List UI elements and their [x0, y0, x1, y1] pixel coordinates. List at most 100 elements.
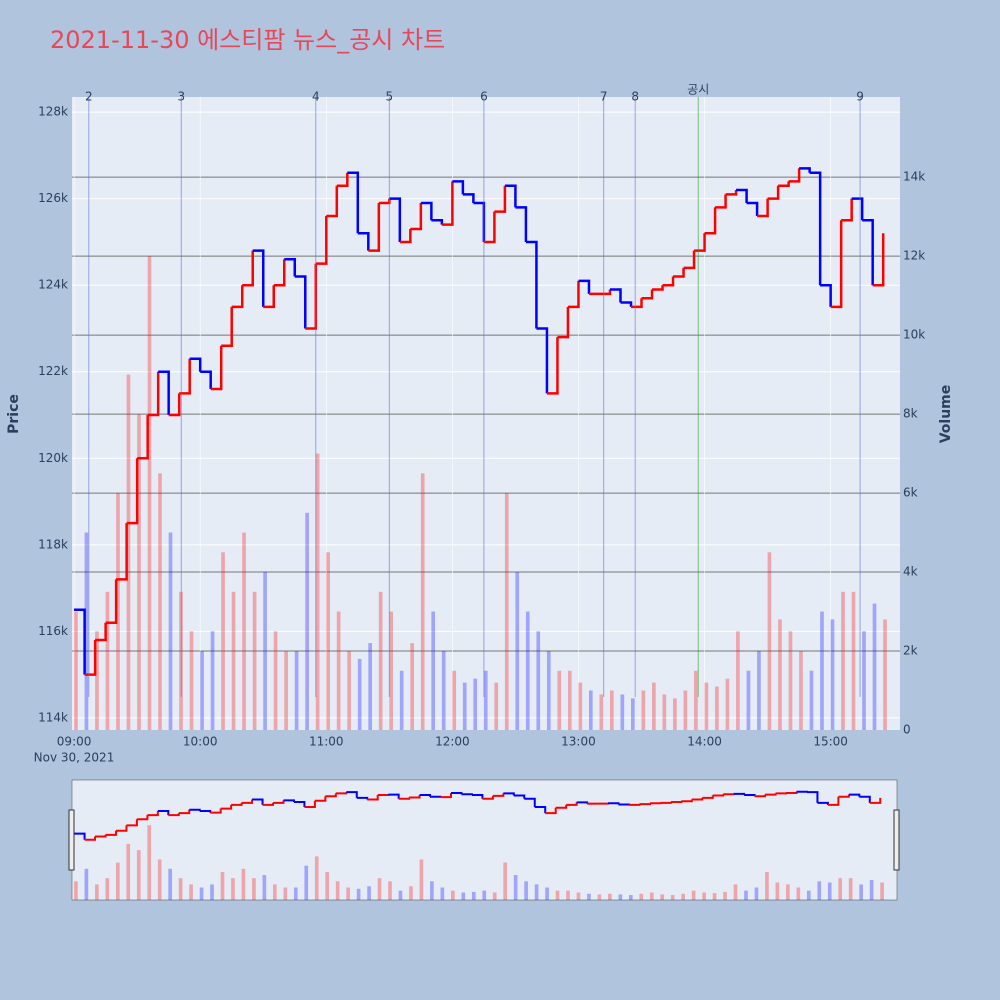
volume-bar	[851, 591, 856, 730]
price-candle	[126, 458, 139, 525]
price-candle	[179, 358, 191, 395]
y-tick-label: 114k	[38, 710, 68, 724]
slider-price-candle	[304, 800, 316, 808]
slider-volume-bar	[199, 887, 204, 900]
annotation-label: 6	[480, 90, 488, 104]
slider-volume-bar	[168, 868, 172, 900]
volume-bar	[347, 651, 351, 730]
slider-volume-bar	[325, 871, 330, 900]
slider-volume-bar	[786, 884, 790, 900]
price-candle	[536, 327, 549, 394]
slider-volume-bar	[608, 893, 612, 900]
price-candle	[525, 240, 538, 329]
volume-bar	[473, 678, 478, 730]
y-tick-label: 128k	[38, 105, 68, 119]
slider-price-candle	[178, 809, 191, 815]
volume-bar	[536, 631, 541, 730]
price-candle	[158, 370, 170, 416]
price-candle	[704, 207, 717, 235]
slider-volume-bar	[691, 890, 696, 900]
slider-volume-bar	[398, 890, 403, 900]
volume-bar	[410, 643, 415, 730]
volume-bar	[84, 532, 89, 730]
y-tick-label: 126k	[38, 191, 68, 205]
slider-volume-bar	[388, 881, 392, 900]
volume-bar	[252, 591, 257, 730]
price-candle	[189, 357, 202, 372]
slider-volume-bar	[356, 888, 361, 900]
volume-bar	[168, 532, 173, 730]
annotation-label: 7	[600, 90, 608, 104]
slider-volume-bar	[126, 843, 131, 900]
price-candle	[147, 371, 160, 417]
slider-volume-bar	[283, 887, 288, 900]
slider-price-candle	[744, 794, 756, 797]
slider-price-candle	[398, 797, 411, 800]
volume-bar	[599, 694, 604, 730]
y2-tick-label: 2k	[903, 644, 918, 658]
price-candle	[368, 203, 381, 252]
slider-price-candle	[419, 794, 432, 797]
price-candle	[567, 280, 580, 309]
slider-price-candle	[210, 808, 222, 814]
price-candle	[683, 250, 696, 270]
slider-volume-bar	[409, 886, 413, 900]
price-candle	[294, 275, 307, 329]
volume-bar	[378, 591, 383, 730]
annotation-label: 4	[312, 90, 320, 104]
slider-price-candle	[461, 793, 473, 796]
volume-bar	[273, 631, 278, 730]
volume-bar	[137, 414, 141, 730]
price-candle	[336, 172, 349, 187]
volume-bar	[546, 651, 551, 730]
volume-bar	[631, 698, 635, 730]
price-candle	[210, 345, 223, 391]
slider-volume-bar	[670, 895, 675, 900]
volume-bar	[326, 552, 330, 730]
slider-volume-bar	[534, 884, 539, 900]
slider-volume-bar	[618, 894, 623, 900]
price-candle	[715, 194, 727, 209]
price-candle	[252, 249, 265, 307]
price-candle	[872, 233, 885, 287]
price-candle	[399, 228, 412, 244]
slider-volume-bar	[231, 878, 235, 900]
slider-price-candle	[325, 793, 337, 798]
slider-handle[interactable]	[68, 809, 75, 871]
slider-price-candle	[440, 792, 452, 799]
price-candle	[694, 233, 706, 252]
annotation-label: 8	[631, 90, 639, 104]
slider-volume-bar	[754, 887, 759, 900]
price-candle	[746, 201, 759, 216]
y-tick-label: 120k	[38, 451, 68, 465]
slider-price-candle	[147, 811, 159, 817]
volume-bar	[883, 619, 887, 730]
range-slider[interactable]	[71, 779, 898, 901]
price-candle	[105, 579, 118, 624]
price-candle	[116, 523, 128, 581]
slider-price-candle	[115, 825, 128, 832]
slider-price-candle	[356, 796, 369, 800]
volume-bar	[673, 698, 677, 730]
volume-bar	[683, 690, 688, 730]
slider-volume-bar	[597, 894, 602, 900]
slider-volume-bar	[576, 892, 581, 900]
price-candle	[851, 197, 864, 221]
volume-bar	[420, 473, 425, 730]
x-tick-label: 14:00	[687, 735, 722, 749]
volume-bar	[483, 670, 488, 730]
slider-handle[interactable]	[893, 809, 900, 871]
slider-price-candle	[660, 801, 672, 804]
slider-volume-bar	[95, 884, 99, 900]
volume-bar	[862, 631, 866, 730]
slider-volume-bar	[513, 875, 518, 900]
slider-price-candle	[105, 830, 117, 836]
x-tick-label: 10:00	[183, 735, 218, 749]
volume-bar	[725, 678, 730, 730]
volume-bar	[715, 686, 719, 730]
volume-bar	[231, 591, 236, 730]
volume-bar	[757, 651, 761, 730]
slider-volume-bar	[524, 881, 528, 900]
slider-volume-bar	[450, 890, 455, 900]
price-candle	[767, 185, 780, 200]
